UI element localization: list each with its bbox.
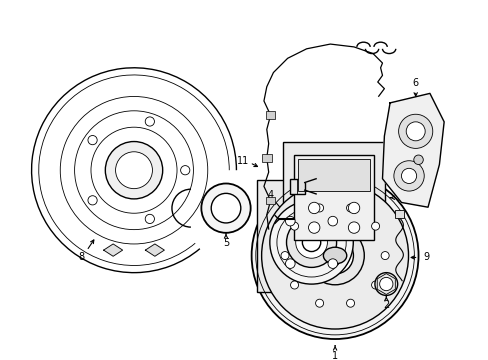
Circle shape xyxy=(295,226,327,258)
Circle shape xyxy=(308,202,319,213)
Text: 5: 5 xyxy=(223,238,229,248)
Text: 2: 2 xyxy=(383,300,388,310)
Circle shape xyxy=(347,222,359,233)
Ellipse shape xyxy=(323,247,346,264)
Bar xyxy=(298,159,369,191)
Circle shape xyxy=(285,259,294,269)
Bar xyxy=(265,197,275,204)
Circle shape xyxy=(261,182,407,329)
Circle shape xyxy=(269,201,352,284)
Polygon shape xyxy=(382,93,443,207)
Circle shape xyxy=(413,155,423,165)
Circle shape xyxy=(379,278,392,291)
Circle shape xyxy=(201,184,250,233)
Circle shape xyxy=(305,226,364,285)
Circle shape xyxy=(105,141,163,199)
Text: 9: 9 xyxy=(422,252,428,262)
Text: 4: 4 xyxy=(267,190,273,200)
Circle shape xyxy=(315,299,323,307)
Circle shape xyxy=(327,259,337,269)
Circle shape xyxy=(290,222,298,230)
Circle shape xyxy=(346,204,354,212)
Circle shape xyxy=(88,196,97,205)
Polygon shape xyxy=(145,244,164,256)
Bar xyxy=(283,142,385,254)
Bar xyxy=(265,111,275,119)
Text: 3: 3 xyxy=(306,307,312,318)
Text: 11: 11 xyxy=(237,156,249,166)
Circle shape xyxy=(281,252,288,260)
Text: 8: 8 xyxy=(79,252,85,262)
Circle shape xyxy=(286,217,336,267)
Circle shape xyxy=(371,222,379,230)
Circle shape xyxy=(316,237,353,274)
Circle shape xyxy=(371,281,379,289)
Circle shape xyxy=(327,216,337,226)
Circle shape xyxy=(302,233,320,252)
Text: 6: 6 xyxy=(412,78,418,88)
Circle shape xyxy=(88,135,97,145)
Text: 1: 1 xyxy=(331,351,337,360)
Circle shape xyxy=(346,299,354,307)
Bar xyxy=(294,155,373,240)
Text: 7: 7 xyxy=(395,193,401,203)
Bar xyxy=(394,210,404,218)
Circle shape xyxy=(115,152,152,189)
Circle shape xyxy=(406,122,424,141)
Circle shape xyxy=(374,273,397,296)
Circle shape xyxy=(145,214,154,224)
Circle shape xyxy=(145,117,154,126)
Circle shape xyxy=(211,193,240,223)
Circle shape xyxy=(401,168,416,184)
Circle shape xyxy=(398,114,432,148)
Circle shape xyxy=(308,222,319,233)
Circle shape xyxy=(251,172,418,339)
Circle shape xyxy=(285,216,294,226)
Text: 10: 10 xyxy=(332,179,345,189)
Bar xyxy=(257,180,361,292)
Circle shape xyxy=(290,281,298,289)
Circle shape xyxy=(393,161,424,191)
Circle shape xyxy=(180,166,189,175)
Polygon shape xyxy=(103,244,122,256)
Circle shape xyxy=(347,202,359,213)
Circle shape xyxy=(315,204,323,212)
Bar xyxy=(289,179,304,194)
Circle shape xyxy=(380,252,388,260)
Bar xyxy=(262,154,271,162)
